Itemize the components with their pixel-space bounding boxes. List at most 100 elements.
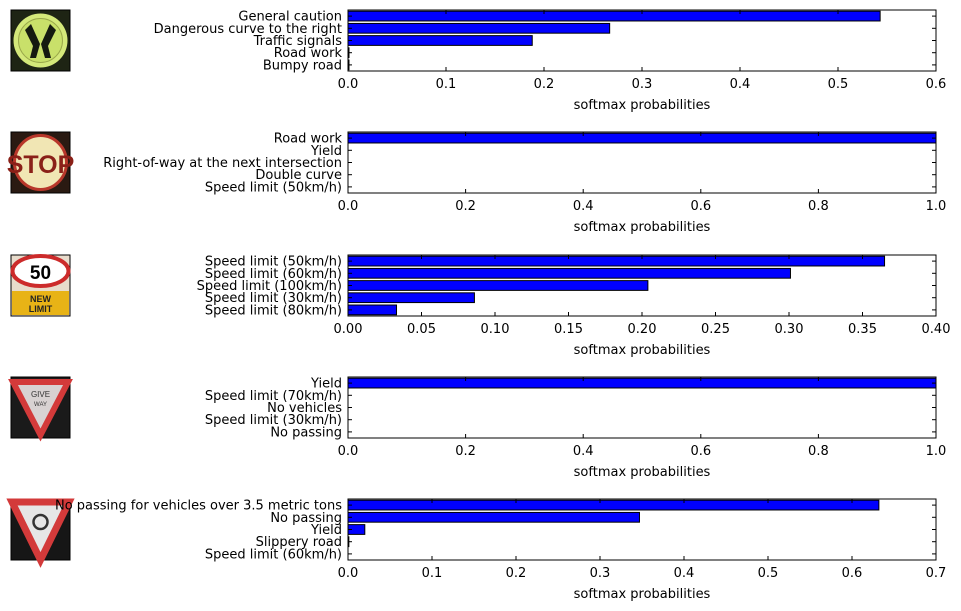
category-label: Speed limit (100km/h) [197,279,342,294]
x-tick-label: 0.7 [926,566,947,581]
bar [347,511,640,523]
x-tick-label: 0.3 [632,77,653,92]
category-label: Road work [274,132,343,147]
x-tick-label: 0.40 [922,322,951,337]
x-tick-label: 1.0 [926,199,947,214]
roundabout-icon [32,513,49,531]
x-tick-label: 0.6 [690,444,711,459]
x-tick-label: 0.0 [338,199,359,214]
category-label: No passing for vehicles over 3.5 metric … [55,499,342,514]
x-tick-label: 0.25 [701,322,730,337]
x-tick-label: 0.5 [758,566,779,581]
thumbnails-column: STOP 50 NEW LIMIT GIVE WAY [6,9,75,568]
svg-text:GIVE: GIVE [31,390,50,399]
svg-text:NEW: NEW [30,294,52,304]
x-tick-label: 0.00 [334,322,363,337]
category-label: Yield [310,377,342,392]
thumbnail-1 [10,9,71,72]
x-tick-label: 0.15 [554,322,583,337]
x-axis-label: softmax probabilities [574,587,711,602]
category-label: No passing [270,425,342,440]
category-label: Bumpy road [263,58,342,73]
chart-panel-3: Speed limit (50km/h)Speed limit (60km/h)… [197,254,951,358]
category-label: Yield [310,144,342,159]
bar [347,280,649,291]
category-label: Speed limit (30km/h) [205,291,342,306]
category-label: General caution [238,10,342,25]
x-axis-label: softmax probabilities [574,343,711,358]
bar [347,304,398,316]
category-label: Right-of-way at the next intersection [103,156,342,171]
thumbnail-4: GIVE WAY [8,376,73,442]
category-label: Slippery road [256,535,342,550]
bar [347,132,937,144]
x-axis-label: softmax probabilities [574,98,711,113]
category-label: Speed limit (80km/h) [205,303,342,318]
x-tick-label: 0.6 [842,566,863,581]
category-label: Dangerous curve to the right [154,22,342,37]
x-tick-label: 0.3 [590,566,611,581]
x-tick-label: 0.2 [455,444,476,459]
give-way-icon: GIVE WAY [31,390,50,408]
x-tick-label: 0.35 [848,322,877,337]
x-tick-label: 0.4 [674,566,695,581]
thumbnail-2: STOP [7,131,75,194]
svg-text:50: 50 [30,263,51,284]
category-label: Speed limit (50km/h) [205,255,342,270]
category-label: No vehicles [267,401,342,416]
chart-panel-5: No passing for vehicles over 3.5 metric … [55,498,947,602]
x-tick-label: 0.8 [808,199,829,214]
x-tick-label: 0.6 [690,199,711,214]
x-tick-label: 0.2 [506,566,527,581]
x-tick-label: 0.8 [808,444,829,459]
category-label: Yield [310,523,342,538]
bar [347,292,475,304]
category-label: Speed limit (30km/h) [205,413,342,428]
x-tick-label: 0.4 [730,77,751,92]
x-tick-label: 0.4 [573,199,594,214]
x-tick-label: 0.10 [481,322,510,337]
x-axis-label: softmax probabilities [574,465,711,480]
category-label: Speed limit (70km/h) [205,389,342,404]
category-label: Speed limit (50km/h) [205,180,342,195]
category-label: Speed limit (60km/h) [205,267,342,282]
bar [347,267,791,279]
bar [347,377,937,389]
category-label: No passing [270,511,342,526]
speed-limit-50-icon: 50 [30,263,51,284]
x-tick-label: 0.2 [534,77,555,92]
x-tick-label: 0.0 [338,77,359,92]
bar [347,255,886,267]
x-tick-label: 0.20 [628,322,657,337]
category-label: Road work [274,46,343,61]
x-tick-label: 0.2 [455,199,476,214]
x-tick-label: 0.05 [407,322,436,337]
bar [347,35,533,46]
thumbnail-3: 50 NEW LIMIT [10,254,71,317]
category-label: Speed limit (60km/h) [205,547,342,562]
category-label: Traffic signals [253,34,343,49]
pedestrians-icon [25,24,56,58]
x-tick-label: 0.1 [436,77,457,92]
category-label: Double curve [255,168,342,183]
stop-sign-icon: STOP [7,151,75,179]
bar [347,22,611,34]
x-tick-label: 1.0 [926,444,947,459]
svg-text:STOP: STOP [7,151,75,179]
x-axis-label: softmax probabilities [574,220,711,235]
svg-text:WAY: WAY [34,402,47,408]
thumbnail-5 [6,498,75,568]
x-tick-label: 0.0 [338,444,359,459]
svg-text:LIMIT: LIMIT [29,304,53,314]
bar [347,10,881,22]
x-tick-label: 0.6 [926,77,947,92]
bar [347,499,880,511]
x-tick-label: 0.4 [573,444,594,459]
x-tick-label: 0.0 [338,566,359,581]
x-tick-label: 0.5 [828,77,849,92]
x-tick-label: 0.30 [775,322,804,337]
